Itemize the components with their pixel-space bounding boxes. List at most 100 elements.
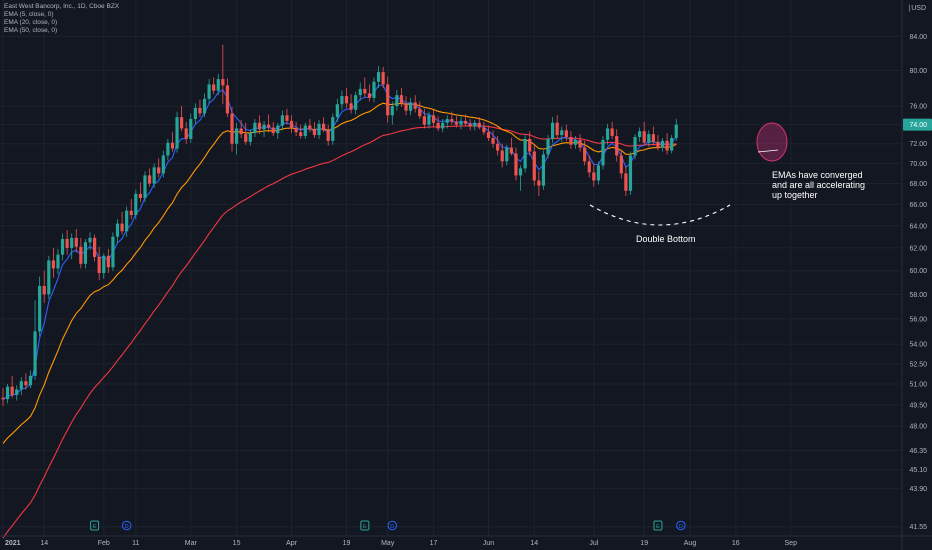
- candle-body: [97, 256, 101, 274]
- candle-body: [189, 119, 193, 139]
- dividend-marker[interactable]: D: [387, 520, 398, 531]
- candle-body: [441, 122, 445, 129]
- candle-body: [157, 167, 161, 174]
- candle-body: [372, 81, 376, 98]
- candle-body: [267, 124, 271, 128]
- legend-ema20[interactable]: EMA (20, close, 0): [4, 19, 58, 26]
- candle-body: [225, 85, 230, 114]
- candle-body: [349, 103, 353, 110]
- y-tick-label: 41.55: [909, 524, 927, 531]
- candle-body: [335, 104, 339, 118]
- candle-body: [409, 102, 413, 111]
- candle-body: [367, 93, 371, 98]
- candle-body: [418, 108, 422, 117]
- candle-body: [317, 123, 321, 136]
- candle-body: [583, 147, 587, 162]
- candle-body: [331, 117, 335, 141]
- x-tick-label: May: [381, 540, 395, 547]
- currency-label[interactable]: ∣USD: [907, 5, 926, 12]
- candle-body: [615, 136, 619, 156]
- legend-ema50[interactable]: EMA (50, close, 0): [4, 27, 58, 34]
- y-tick-label: 48.00: [909, 424, 927, 431]
- candle-body: [299, 132, 303, 137]
- legend-ema5[interactable]: EMA (5, close, 0): [4, 11, 54, 18]
- candle-body: [65, 238, 69, 248]
- candle-body: [115, 223, 120, 237]
- candle-body: [166, 142, 170, 156]
- candle-body: [198, 107, 202, 114]
- candle-body: [386, 84, 390, 116]
- y-tick-label: 72.00: [909, 141, 927, 148]
- candle-body: [660, 140, 665, 148]
- candle-body: [628, 155, 633, 191]
- candle-body: [216, 79, 220, 91]
- candle-body: [93, 237, 97, 257]
- candle-body: [129, 210, 133, 215]
- candle-body: [1, 397, 5, 400]
- chart-legend: East West Bancorp, Inc., 1D, Cboe BZX EM…: [4, 3, 119, 35]
- earnings-marker-icon: [90, 520, 100, 531]
- time-axis[interactable]: 2021 14 Feb 11 Mar 15 Apr 19 May 17 Jun 14 Jul 19 Aug 1…: [0, 535, 932, 547]
- candle-body: [294, 128, 298, 133]
- marker-letter: D: [390, 524, 394, 530]
- lock-icon: ∣: [907, 5, 912, 12]
- candle-body: [491, 137, 495, 144]
- candle-body: [51, 260, 55, 269]
- candle-body: [24, 381, 28, 386]
- x-tick-label: Sep: [785, 540, 798, 547]
- candle-body: [564, 130, 568, 137]
- current-price-tag[interactable]: [903, 118, 932, 131]
- candle-body: [486, 132, 491, 138]
- candle-body: [262, 124, 266, 130]
- candle-body: [106, 255, 110, 268]
- candle-body: [42, 286, 46, 295]
- candle-body: [633, 136, 637, 156]
- candle-body: [15, 389, 19, 395]
- price-axis[interactable]: 41.55 43.90 45.10 46.35 48.00 49.50 51.00 52.50…: [901, 0, 932, 550]
- candle-body: [88, 237, 92, 243]
- candle-body: [422, 116, 426, 125]
- candle-body: [523, 138, 527, 169]
- candlestick-series: [1, 44, 678, 407]
- candle-body: [102, 255, 106, 274]
- y-tick-label: 49.50: [909, 402, 927, 409]
- dividend-marker[interactable]: D: [676, 520, 686, 531]
- candle-body: [175, 117, 179, 149]
- candle-body: [344, 96, 349, 104]
- candle-body: [463, 120, 468, 124]
- candle-body: [340, 96, 344, 105]
- earnings-marker[interactable]: E: [653, 520, 663, 531]
- candle-body: [221, 79, 225, 86]
- candle-body: [180, 117, 184, 129]
- candle-body: [143, 175, 147, 199]
- dividend-marker-icon: [387, 520, 398, 531]
- dividend-marker-icon: [676, 520, 686, 531]
- candle-body: [638, 131, 642, 137]
- x-tick-label: 15: [233, 540, 241, 547]
- candle-body: [193, 107, 197, 120]
- emas-annotation: EMAs have converged and are all accelera…: [772, 170, 866, 200]
- candle-body: [619, 155, 623, 174]
- current-price-label: 74.00: [909, 122, 927, 129]
- candle-body: [496, 143, 500, 151]
- dividend-marker[interactable]: D: [121, 520, 132, 531]
- earnings-marker[interactable]: E: [90, 520, 100, 531]
- candle-body: [605, 128, 610, 140]
- x-tick-label: 2021: [5, 540, 21, 547]
- candle-body: [47, 260, 51, 295]
- earnings-marker[interactable]: E: [360, 520, 370, 531]
- candle-body: [19, 381, 23, 390]
- candle-body: [413, 102, 417, 109]
- y-tick-label: 51.00: [909, 381, 927, 388]
- x-tick-label: 19: [343, 540, 351, 547]
- candle-body: [624, 173, 628, 191]
- candle-body: [257, 122, 262, 130]
- y-tick-label: 46.35: [909, 448, 927, 455]
- y-tick-label: 80.00: [909, 68, 927, 75]
- legend-symbol[interactable]: East West Bancorp, Inc., 1D, Cboe BZX: [4, 3, 120, 10]
- candle-body: [468, 123, 472, 127]
- double-bottom-annotation: Double Bottom: [636, 234, 696, 244]
- candle-body: [514, 153, 518, 176]
